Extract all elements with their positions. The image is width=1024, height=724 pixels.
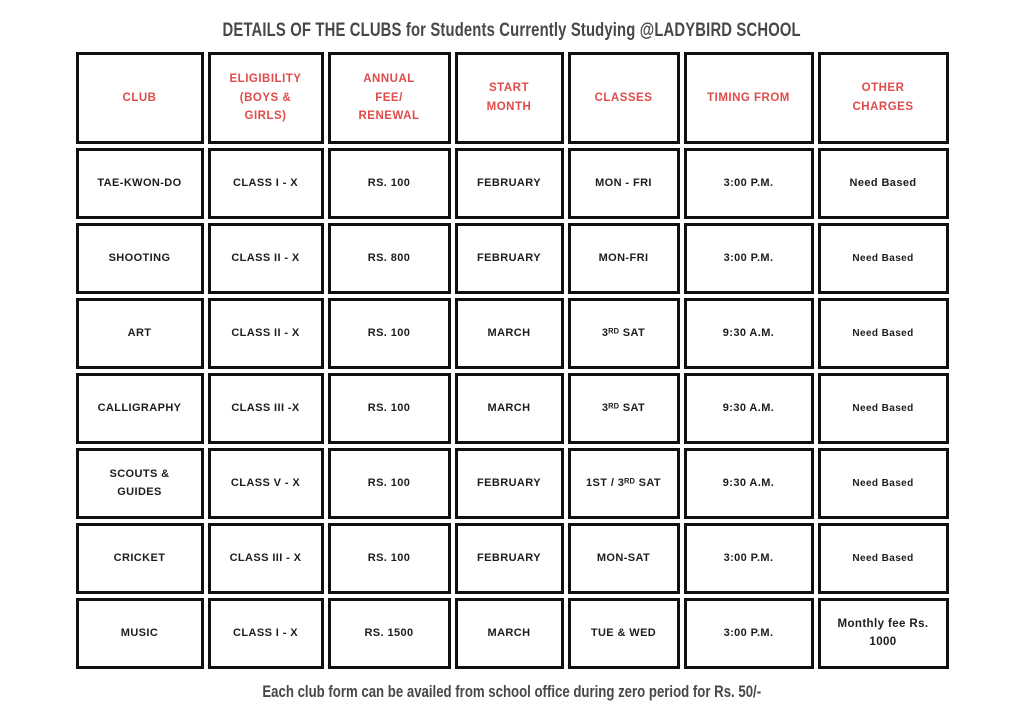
column-header-eligibility: ELIGIBILITY (BOYS & GIRLS): [207, 52, 324, 144]
table-row: SCOUTS & GUIDES CLASS V - X RS. 100 FEBR…: [75, 448, 949, 519]
cell-club: CALLIGRAPHY: [75, 373, 204, 444]
cell-annual-fee: RS. 100: [327, 373, 451, 444]
title-bar: DETAILS OF THE CLUBS for Students Curren…: [0, 0, 1024, 42]
cell-start-month: FEBRUARY: [454, 523, 564, 594]
table-row: ART CLASS II - X RS. 100 MARCH 3ᴿᴰ SAT 9…: [75, 298, 949, 369]
cell-annual-fee: RS. 100: [327, 148, 451, 219]
column-header-start-month: START MONTH: [454, 52, 564, 144]
table-header-row: CLUB ELIGIBILITY (BOYS & GIRLS) ANNUAL F…: [75, 52, 949, 144]
cell-other-charges: Need Based: [817, 523, 949, 594]
cell-classes: MON-FRI: [567, 223, 680, 294]
cell-eligibility: CLASS III -X: [207, 373, 324, 444]
cell-timing-from: 9:30 A.M.: [683, 448, 814, 519]
column-header-classes: CLASSES: [567, 52, 680, 144]
cell-club: MUSIC: [75, 598, 204, 669]
cell-eligibility: CLASS III - X: [207, 523, 324, 594]
cell-club: SCOUTS & GUIDES: [75, 448, 204, 519]
column-header-timing-from: TIMING FROM: [683, 52, 814, 144]
table-row: SHOOTING CLASS II - X RS. 800 FEBRUARY M…: [75, 223, 949, 294]
cell-club: SHOOTING: [75, 223, 204, 294]
cell-classes: MON - FRI: [567, 148, 680, 219]
cell-classes: MON-SAT: [567, 523, 680, 594]
cell-other-charges: Need Based: [817, 223, 949, 294]
cell-other-charges: Need Based: [817, 148, 949, 219]
cell-club: TAE-KWON-DO: [75, 148, 204, 219]
clubs-table: CLUB ELIGIBILITY (BOYS & GIRLS) ANNUAL F…: [72, 48, 953, 673]
cell-eligibility: CLASS I - X: [207, 598, 324, 669]
cell-start-month: FEBRUARY: [454, 148, 564, 219]
cell-classes: TUE & WED: [567, 598, 680, 669]
cell-start-month: FEBRUARY: [454, 448, 564, 519]
cell-eligibility: CLASS I - X: [207, 148, 324, 219]
cell-timing-from: 3:00 P.M.: [683, 148, 814, 219]
cell-other-charges: Need Based: [817, 298, 949, 369]
cell-eligibility: CLASS V - X: [207, 448, 324, 519]
cell-eligibility: CLASS II - X: [207, 223, 324, 294]
cell-other-charges: Need Based: [817, 448, 949, 519]
cell-timing-from: 9:30 A.M.: [683, 298, 814, 369]
table-row: CRICKET CLASS III - X RS. 100 FEBRUARY M…: [75, 523, 949, 594]
column-header-annual-fee: ANNUAL FEE/ RENEWAL: [327, 52, 451, 144]
document-title: DETAILS OF THE CLUBS for Students Curren…: [222, 20, 802, 41]
cell-classes: 3ᴿᴰ SAT: [567, 298, 680, 369]
cell-annual-fee: RS. 100: [327, 523, 451, 594]
cell-classes: 1ST / 3ᴿᴰ SAT: [567, 448, 680, 519]
cell-annual-fee: RS. 100: [327, 298, 451, 369]
cell-annual-fee: RS. 800: [327, 223, 451, 294]
footer-note: Each club form can be availed from schoo…: [262, 683, 762, 701]
cell-start-month: MARCH: [454, 373, 564, 444]
column-header-other-charges: OTHER CHARGES: [817, 52, 949, 144]
cell-start-month: MARCH: [454, 298, 564, 369]
cell-annual-fee: RS. 1500: [327, 598, 451, 669]
cell-annual-fee: RS. 100: [327, 448, 451, 519]
cell-timing-from: 3:00 P.M.: [683, 598, 814, 669]
cell-start-month: FEBRUARY: [454, 223, 564, 294]
footer-bar: Each club form can be availed from schoo…: [0, 683, 1024, 702]
cell-eligibility: CLASS II - X: [207, 298, 324, 369]
cell-classes: 3ᴿᴰ SAT: [567, 373, 680, 444]
cell-other-charges: Need Based: [817, 373, 949, 444]
column-header-club: CLUB: [75, 52, 204, 144]
cell-timing-from: 3:00 P.M.: [683, 223, 814, 294]
cell-timing-from: 3:00 P.M.: [683, 523, 814, 594]
cell-start-month: MARCH: [454, 598, 564, 669]
cell-club: CRICKET: [75, 523, 204, 594]
cell-timing-from: 9:30 A.M.: [683, 373, 814, 444]
table-row: CALLIGRAPHY CLASS III -X RS. 100 MARCH 3…: [75, 373, 949, 444]
cell-other-charges: Monthly fee Rs. 1000: [817, 598, 949, 669]
table-row: MUSIC CLASS I - X RS. 1500 MARCH TUE & W…: [75, 598, 949, 669]
cell-club: ART: [75, 298, 204, 369]
table-row: TAE-KWON-DO CLASS I - X RS. 100 FEBRUARY…: [75, 148, 949, 219]
